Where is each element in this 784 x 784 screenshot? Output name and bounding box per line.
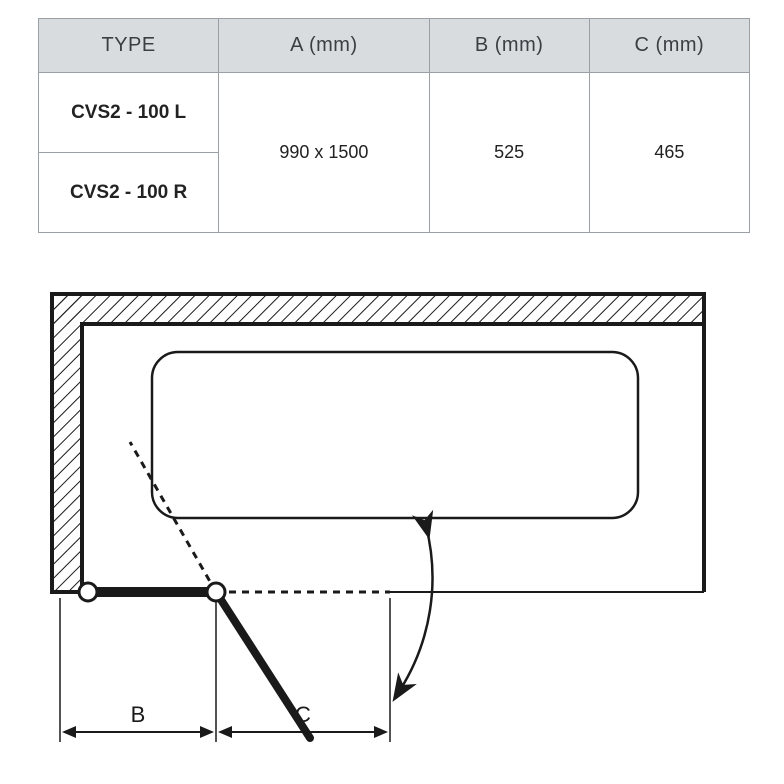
cell-type-1: CVS2 - 100 L	[39, 73, 219, 153]
col-header-type: TYPE	[39, 19, 219, 73]
dim-label-b: B	[131, 702, 146, 727]
cell-type-2: CVS2 - 100 R	[39, 153, 219, 233]
plan-diagram: B C	[30, 290, 754, 770]
spec-table: TYPE A (mm) B (mm) C (mm) CVS2 - 100 L 9…	[38, 18, 750, 233]
col-header-c: C (mm)	[589, 19, 749, 73]
cell-b: 525	[429, 73, 589, 233]
spec-table-container: TYPE A (mm) B (mm) C (mm) CVS2 - 100 L 9…	[38, 18, 750, 233]
table-row: CVS2 - 100 L 990 x 1500 525 465	[39, 73, 750, 153]
col-header-b: B (mm)	[429, 19, 589, 73]
table-header-row: TYPE A (mm) B (mm) C (mm)	[39, 19, 750, 73]
dim-label-c: C	[295, 702, 311, 727]
cell-a: 990 x 1500	[219, 73, 429, 233]
cell-c: 465	[589, 73, 749, 233]
col-header-a: A (mm)	[219, 19, 429, 73]
